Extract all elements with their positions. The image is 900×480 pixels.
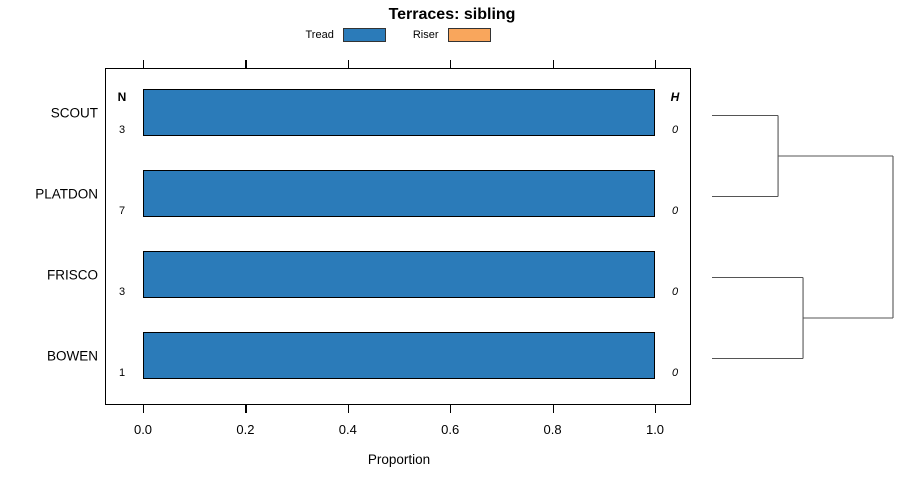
chart-title: Terraces: sibling — [388, 6, 516, 23]
category-label: BOWEN — [46, 348, 98, 363]
h-value: 0 — [671, 367, 679, 379]
x-axis-tick-bottom — [347, 405, 349, 413]
x-axis-tick-label: 0.6 — [441, 422, 460, 437]
x-axis-tick-top — [450, 60, 452, 68]
x-axis-tick-label: 0.2 — [236, 422, 255, 437]
x-axis-tick-label: 1.0 — [645, 422, 665, 437]
x-axis-tick-label: 0.4 — [338, 422, 357, 437]
x-axis-tick-top — [552, 60, 554, 68]
bar-segment-tread — [143, 89, 655, 136]
n-value: 3 — [118, 286, 126, 298]
x-axis-tick-top — [347, 60, 349, 68]
legend-item-riser: Riser — [412, 27, 491, 42]
legend-label-riser: Riser — [412, 28, 439, 41]
category-label: FRISCO — [46, 267, 98, 282]
bar-segment-tread — [143, 251, 655, 298]
legend: Tread Riser — [105, 26, 691, 43]
h-value: 0 — [671, 124, 679, 136]
x-axis-tick-bottom — [143, 405, 145, 413]
x-axis-tick-bottom — [245, 405, 247, 413]
x-axis-tick-top — [143, 60, 145, 68]
legend-item-tread: Tread — [305, 27, 386, 42]
x-axis-tick-top — [655, 60, 657, 68]
x-axis-tick-top — [245, 60, 247, 68]
n-value: 7 — [118, 205, 126, 217]
bar-segment-tread — [143, 170, 655, 217]
h-value: 0 — [671, 205, 679, 217]
h-value: 0 — [671, 286, 679, 298]
x-axis-tick-bottom — [450, 405, 452, 413]
x-axis-tick-bottom — [655, 405, 657, 413]
category-label: SCOUT — [50, 105, 98, 120]
bar-segment-tread — [143, 332, 655, 379]
x-axis-tick-label: 0.8 — [543, 422, 562, 437]
legend-swatch-riser — [447, 27, 491, 42]
n-column-header: N — [117, 90, 127, 104]
x-axis-title: Proportion — [367, 452, 431, 467]
n-value: 1 — [118, 367, 126, 379]
category-label: PLATDON — [35, 186, 98, 201]
legend-label-tread: Tread — [305, 28, 334, 41]
legend-swatch-tread — [342, 27, 386, 42]
h-column-header: H — [670, 90, 680, 104]
n-value: 3 — [118, 124, 126, 136]
x-axis-tick-bottom — [552, 405, 554, 413]
x-axis-tick-label: 0.0 — [133, 422, 153, 437]
